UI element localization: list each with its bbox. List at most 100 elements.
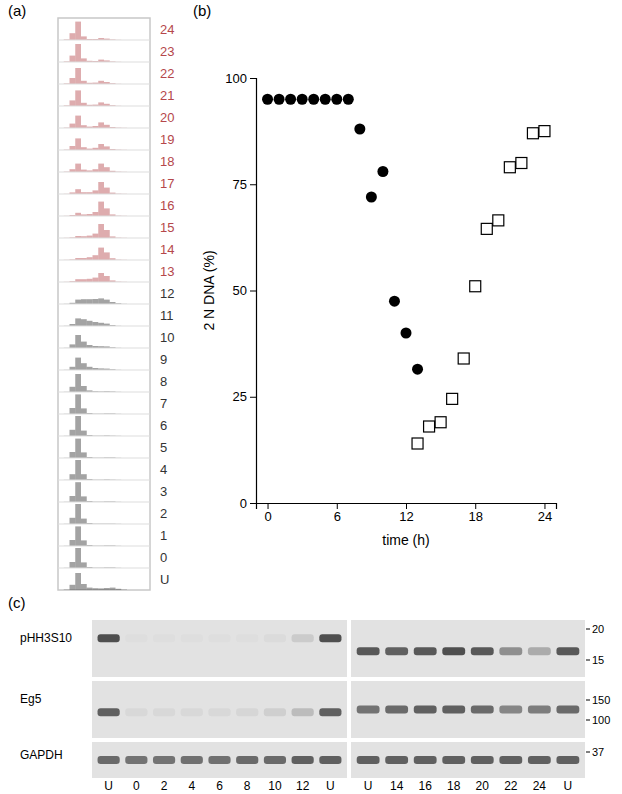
histogram-marks (58, 22, 150, 590)
histogram-bar (75, 374, 81, 392)
blot-background (92, 742, 347, 778)
histogram-bar (81, 562, 87, 568)
histogram-bar (75, 482, 81, 502)
histogram-label: 0 (160, 550, 167, 565)
slot-separator (58, 502, 150, 503)
blot-band (264, 634, 286, 642)
marker-tick (586, 752, 590, 753)
histogram (64, 164, 127, 172)
slot-separator (58, 480, 150, 481)
tick: 0 (240, 496, 256, 511)
histogram (64, 439, 122, 458)
tick: 24 (538, 503, 552, 524)
y-axis: 0255075100 (225, 71, 256, 511)
x-axis-title: time (h) (382, 532, 429, 548)
histogram-label: 21 (160, 88, 174, 103)
point-square (435, 417, 446, 428)
point-square (516, 158, 527, 169)
histogram-bar (70, 124, 76, 128)
histogram (64, 548, 122, 568)
blot-background (351, 681, 585, 738)
slot-separator (58, 172, 150, 173)
histogram-bar (75, 439, 81, 458)
marker-tick (586, 629, 590, 630)
histogram-label: 17 (160, 176, 174, 191)
histogram (64, 90, 122, 106)
histogram (64, 504, 122, 524)
tick-mark (250, 184, 256, 185)
tick-mark (544, 503, 545, 509)
histogram-bar (98, 164, 104, 172)
histogram-bar (75, 358, 81, 370)
point-circle (308, 94, 319, 105)
histogram-bar (93, 255, 99, 260)
blot-band (357, 706, 380, 714)
histogram-bar (98, 224, 104, 238)
lane-label: 14 (390, 779, 404, 793)
slot-separator (58, 128, 150, 129)
tick: 25 (233, 389, 256, 404)
histogram-bar (81, 584, 87, 590)
lane-label: U (104, 779, 113, 793)
blot-band (556, 647, 579, 655)
histogram-label: U (160, 572, 169, 587)
histogram-bar (75, 548, 81, 568)
histogram-label: 14 (160, 242, 174, 257)
blot-band (499, 706, 522, 714)
histogram (64, 482, 122, 502)
blot-band (236, 634, 258, 642)
tick-mark (475, 503, 476, 509)
histogram-bar (81, 408, 87, 414)
histogram-bar (93, 278, 99, 282)
point-square (493, 215, 504, 226)
blot-band (385, 647, 408, 655)
point-square (539, 126, 550, 137)
blot-band (385, 756, 408, 764)
tick-mark (250, 78, 256, 79)
point-circle (320, 94, 331, 105)
histogram-bar (81, 540, 87, 546)
histogram-bar (70, 496, 76, 502)
point-circle (274, 94, 285, 105)
point-square (424, 421, 435, 432)
histogram (64, 44, 122, 62)
histogram-label: 4 (160, 462, 167, 477)
histogram-label: 15 (160, 220, 174, 235)
histogram-bar (75, 189, 81, 194)
histogram-bar (75, 318, 81, 326)
histogram-bar (81, 299, 87, 304)
blot-band (153, 634, 175, 642)
histogram-bar (110, 588, 116, 590)
histogram-bar (70, 430, 76, 436)
histogram (64, 335, 122, 348)
blot-band (292, 634, 314, 642)
histogram-bar (75, 394, 81, 414)
blot-band (292, 756, 314, 764)
blot-background (351, 742, 585, 778)
marker-label: 37 (592, 746, 604, 758)
tick-label: 12 (399, 509, 413, 524)
blot-band (292, 708, 314, 716)
y-axis-title: 2 N DNA (%) (201, 250, 217, 330)
histogram-bar (93, 190, 99, 194)
blot-band (442, 756, 465, 764)
slot-separator (58, 282, 150, 283)
histogram-bar (81, 496, 87, 502)
lane-label: U (364, 779, 373, 793)
blot-band (528, 706, 551, 714)
histogram-bar (104, 188, 110, 194)
histogram-bar (75, 138, 81, 150)
slot-separator (58, 216, 150, 217)
blot-band (471, 756, 494, 764)
blot-band (236, 708, 258, 716)
histogram-bar (70, 518, 76, 524)
point-circle (377, 166, 388, 177)
histogram (64, 202, 127, 216)
point-circle (354, 124, 365, 135)
histogram-label: 5 (160, 440, 167, 455)
point-circle (389, 296, 400, 307)
slot-separator (58, 458, 150, 459)
blot-band (125, 708, 147, 716)
histogram (64, 298, 127, 304)
slot-separator (58, 260, 150, 261)
